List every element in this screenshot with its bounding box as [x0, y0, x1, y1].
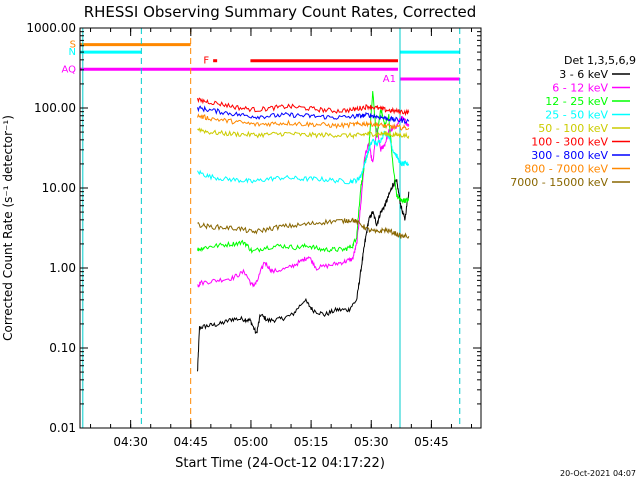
y-tick-label: 1.00: [49, 261, 76, 275]
footer-timestamp: 20-Oct-2021 04:07: [560, 469, 636, 478]
y-axis-label: Corrected Count Rate (s⁻¹ detector⁻¹): [1, 115, 15, 341]
y-tick-label: 1000.00: [26, 21, 76, 35]
chart-title: RHESSI Observing Summary Count Rates, Co…: [84, 3, 477, 21]
x-tick-label: 05:15: [294, 435, 329, 449]
flag-bars: SN F AQ A1: [61, 40, 460, 85]
series-line: [197, 178, 410, 372]
vertical-markers: [82, 28, 461, 428]
y-tick-label: 100.00: [34, 101, 76, 115]
x-tick-label: 05:45: [414, 435, 449, 449]
flag-label: AQ: [61, 64, 76, 75]
y-tick-label: 10.00: [42, 181, 76, 195]
x-tick-label: 05:00: [234, 435, 269, 449]
y-axis: 1000.00 100.00 10.00 1.00 0.10 0.01: [26, 21, 481, 435]
x-tick-label: 04:45: [173, 435, 208, 449]
series-line: [197, 91, 410, 254]
y-tick-label: 0.10: [49, 341, 76, 355]
legend-entry: 50 - 100 keV: [538, 122, 608, 135]
flag-label: S: [70, 40, 76, 51]
x-axis-label: Start Time (24-Oct-12 04:17:22): [175, 456, 385, 471]
x-tick-label: 05:30: [354, 435, 389, 449]
x-tick-label: 04:30: [113, 435, 148, 449]
series-line: [197, 115, 410, 288]
legend-entry: 6 - 12 keV: [552, 82, 608, 95]
series-line: [197, 130, 410, 185]
legend-entry: 25 - 50 keV: [545, 109, 608, 122]
plot-frame: [79, 27, 482, 429]
legend-title: Det 1,3,5,6,9: [564, 54, 636, 67]
legend-entry: 800 - 7000 keV: [524, 163, 608, 176]
flag-label: A1: [383, 74, 396, 85]
legend-entry: 12 - 25 keV: [545, 95, 608, 108]
legend-entry: 3 - 6 keV: [559, 68, 608, 81]
legend-entry: 7000 - 15000 keV: [510, 176, 608, 189]
series-line: [197, 217, 410, 239]
series-line: [197, 97, 410, 117]
flag-label: N: [69, 47, 76, 58]
series-line: [197, 113, 410, 131]
series-line: [197, 127, 410, 140]
flag-label: F: [203, 56, 209, 67]
legend-entry: 100 - 300 keV: [531, 136, 608, 149]
y-tick-label: 0.01: [49, 421, 76, 435]
series-lines: [197, 91, 410, 372]
legend-entry: 300 - 800 keV: [531, 149, 608, 162]
series-line: [197, 105, 410, 125]
x-axis: 04:30 04:45 05:00 05:15 05:30 05:45: [90, 28, 472, 449]
